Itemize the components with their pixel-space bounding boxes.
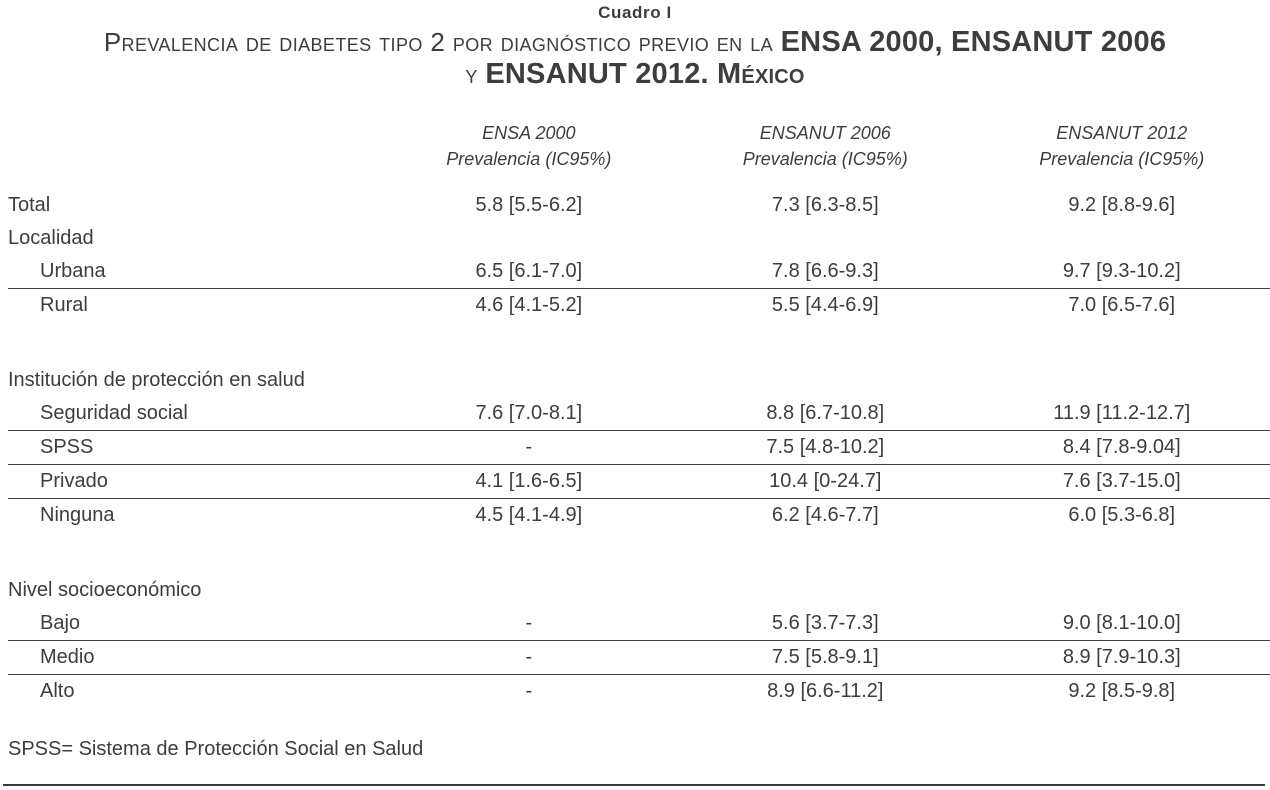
value-cell: 7.6 [7.0-8.1] xyxy=(380,397,678,431)
value-cell: 4.6 [4.1-5.2] xyxy=(475,294,583,316)
value-cell: 9.7 [9.3-10.2] xyxy=(973,255,1270,289)
value-cell: 9.0 [8.1-10.0] xyxy=(973,607,1270,641)
title-country-label: México xyxy=(717,58,805,90)
table-row: Urbana 6.5 [6.1-7.0] 7.8 [6.6-9.3] 9.7 [9.3… xyxy=(8,255,1270,289)
value-cell: 5.6 [3.7-7.3] xyxy=(677,607,974,641)
table-row: Bajo -5.6 [3.7-7.3] 9.0 [8.1-10.0] xyxy=(8,607,1270,641)
value-cell: 8.4 [7.8-9.04] xyxy=(973,430,1270,465)
table-row: Medio -7.5 [5.8-9.1] 8.9 [7.9-10.3] xyxy=(8,640,1270,675)
spacer-cell xyxy=(8,532,1270,574)
title-survey-names-1: ENSA 2000, ENSANUT 2006 xyxy=(780,26,1167,58)
value-cell: 10.4 [0-24.7] xyxy=(677,464,974,499)
value-cell: 5.8 [5.5-6.2] xyxy=(475,194,583,216)
value-cell: 7.5 [4.8-10.2] xyxy=(677,430,974,465)
value-cell: 11.9 [11.2-12.7] xyxy=(973,397,1270,431)
value-cell: 4.1 [1.6-6.5] xyxy=(380,464,678,499)
bottom-rule xyxy=(3,784,1265,786)
value-cell: 9.2 [8.5-9.8] xyxy=(1068,680,1176,702)
group-row: Nivel socioeconómico xyxy=(8,574,1270,607)
value-cell: 9.2 [8.8-9.6] xyxy=(1068,194,1176,216)
table-row: Rural 4.6 [4.1-5.2] 5.5 [4.4-6.9] 7.0 [6.5-… xyxy=(8,289,1270,323)
value-cell: 7.0 [6.5-7.6] xyxy=(1068,294,1176,316)
group-row: Institución de protección en salud xyxy=(8,364,1270,397)
column-header-ensanut-2012: ENSANUT 2012 Prevalencia (IC95%) xyxy=(974,120,1270,189)
value-cell: - xyxy=(380,640,678,675)
table-number-label: Cuadro I xyxy=(598,3,672,22)
table-body: Total 5.8 [5.5-6.2] 7.3 [6.3-8.5] 9.2 [8.8-… xyxy=(8,189,1270,708)
row-label: Localidad xyxy=(8,227,94,249)
survey-name: ENSA 2000 xyxy=(482,123,576,143)
empty-header-cell xyxy=(8,120,381,189)
table-row: Ninguna 4.5 [4.1-4.9] 6.2 [4.6-7.7] 6.0 [5.… xyxy=(8,499,1270,533)
title-survey-names-2: ENSANUT 2012. xyxy=(485,58,718,90)
prevalence-table: ENSA 2000 Prevalencia (IC95%) ENSANUT 20… xyxy=(8,120,1270,708)
value-cell: 7.3 [6.3-8.5] xyxy=(771,194,879,216)
survey-name: ENSANUT 2012 xyxy=(1056,123,1188,143)
spacer-row xyxy=(8,532,1270,574)
table-row: Alto - 8.9 [6.6-11.2] 9.2 [8.5-9.8] xyxy=(8,675,1270,709)
column-header-ensanut-2006: ENSANUT 2006 Prevalencia (IC95%) xyxy=(677,120,973,189)
value-cell: 8.9 [6.6-11.2] xyxy=(767,680,884,702)
row-label: Seguridad social xyxy=(8,397,381,431)
value-cell: 7.6 [3.7-15.0] xyxy=(973,464,1270,499)
table-title-line-1: Prevalencia de diabetes tipo 2 por diagn… xyxy=(0,26,1270,58)
group-row: Localidad xyxy=(8,222,1270,255)
value-cell: 6.0 [5.3-6.8] xyxy=(1068,504,1176,526)
value-cell xyxy=(974,364,1270,397)
value-cell: 6.5 [6.1-7.0] xyxy=(380,255,678,289)
value-cell: 8.8 [6.7-10.8] xyxy=(677,397,974,431)
row-label: Urbana xyxy=(8,255,381,289)
measure-label: Prevalencia (IC95%) xyxy=(742,149,908,169)
row-label: Medio xyxy=(8,640,381,675)
row-label: Total xyxy=(8,194,51,216)
table-row: Seguridad social 7.6 [7.0-8.1] 8.8 [6.7-10… xyxy=(8,397,1270,431)
value-cell xyxy=(974,574,1270,607)
spacer-cell xyxy=(8,322,1270,364)
value-cell: 7.8 [6.6-9.3] xyxy=(677,255,974,289)
table-area: ENSA 2000 Prevalencia (IC95%) ENSANUT 20… xyxy=(8,120,1270,708)
value-cell: 5.5 [4.4-6.9] xyxy=(771,294,879,316)
table-row: SPSS -7.5 [4.8-10.2] 8.4 [7.8-9.04] xyxy=(8,430,1270,465)
value-cell: - xyxy=(525,680,533,702)
table-row: Total 5.8 [5.5-6.2] 7.3 [6.3-8.5] 9.2 [8.8-… xyxy=(8,189,1270,222)
value-cell: 8.9 [7.9-10.3] xyxy=(973,640,1270,675)
row-label: Nivel socioeconómico xyxy=(8,579,202,601)
value-cell xyxy=(381,222,677,255)
table-caption: Cuadro I Prevalencia de diabetes tipo 2 … xyxy=(0,0,1270,90)
table-row: Privado 4.1 [1.6-6.5] 10.4 [0-24.7] 7.6 [3.… xyxy=(8,464,1270,499)
table-footnote: SPSS= Sistema de Protección Social en Sa… xyxy=(8,738,424,760)
value-cell: - xyxy=(380,607,678,641)
value-cell xyxy=(677,222,973,255)
spacer-row xyxy=(8,322,1270,364)
table-header: ENSA 2000 Prevalencia (IC95%) ENSANUT 20… xyxy=(8,120,1270,189)
value-cell: 6.2 [4.6-7.7] xyxy=(771,504,879,526)
header-row: ENSA 2000 Prevalencia (IC95%) ENSANUT 20… xyxy=(8,120,1270,189)
column-header-ensa-2000: ENSA 2000 Prevalencia (IC95%) xyxy=(381,120,677,189)
value-cell: - xyxy=(380,430,678,465)
value-cell: 7.5 [5.8-9.1] xyxy=(677,640,974,675)
measure-label: Prevalencia (IC95%) xyxy=(1039,149,1205,169)
value-cell xyxy=(677,364,973,397)
survey-name: ENSANUT 2006 xyxy=(759,123,891,143)
value-cell xyxy=(974,222,1270,255)
row-label: Rural xyxy=(40,294,88,316)
row-label: Ninguna xyxy=(40,504,115,526)
table-title-line-2: y ENSANUT 2012. México xyxy=(0,58,1270,90)
row-label: Privado xyxy=(8,464,381,499)
value-cell xyxy=(381,364,677,397)
row-label: Alto xyxy=(40,680,75,702)
value-cell xyxy=(381,574,677,607)
title-text-segment: Prevalencia de diabetes tipo 2 por diagn… xyxy=(103,27,781,57)
title-text-segment-2: y xyxy=(465,59,486,89)
value-cell: 4.5 [4.1-4.9] xyxy=(475,504,583,526)
row-label: Institución de protección en salud xyxy=(8,369,305,391)
row-label: SPSS xyxy=(8,430,381,465)
row-label: Bajo xyxy=(8,607,381,641)
value-cell xyxy=(677,574,973,607)
measure-label: Prevalencia (IC95%) xyxy=(446,149,612,169)
table-title: Prevalencia de diabetes tipo 2 por diagn… xyxy=(0,26,1270,90)
